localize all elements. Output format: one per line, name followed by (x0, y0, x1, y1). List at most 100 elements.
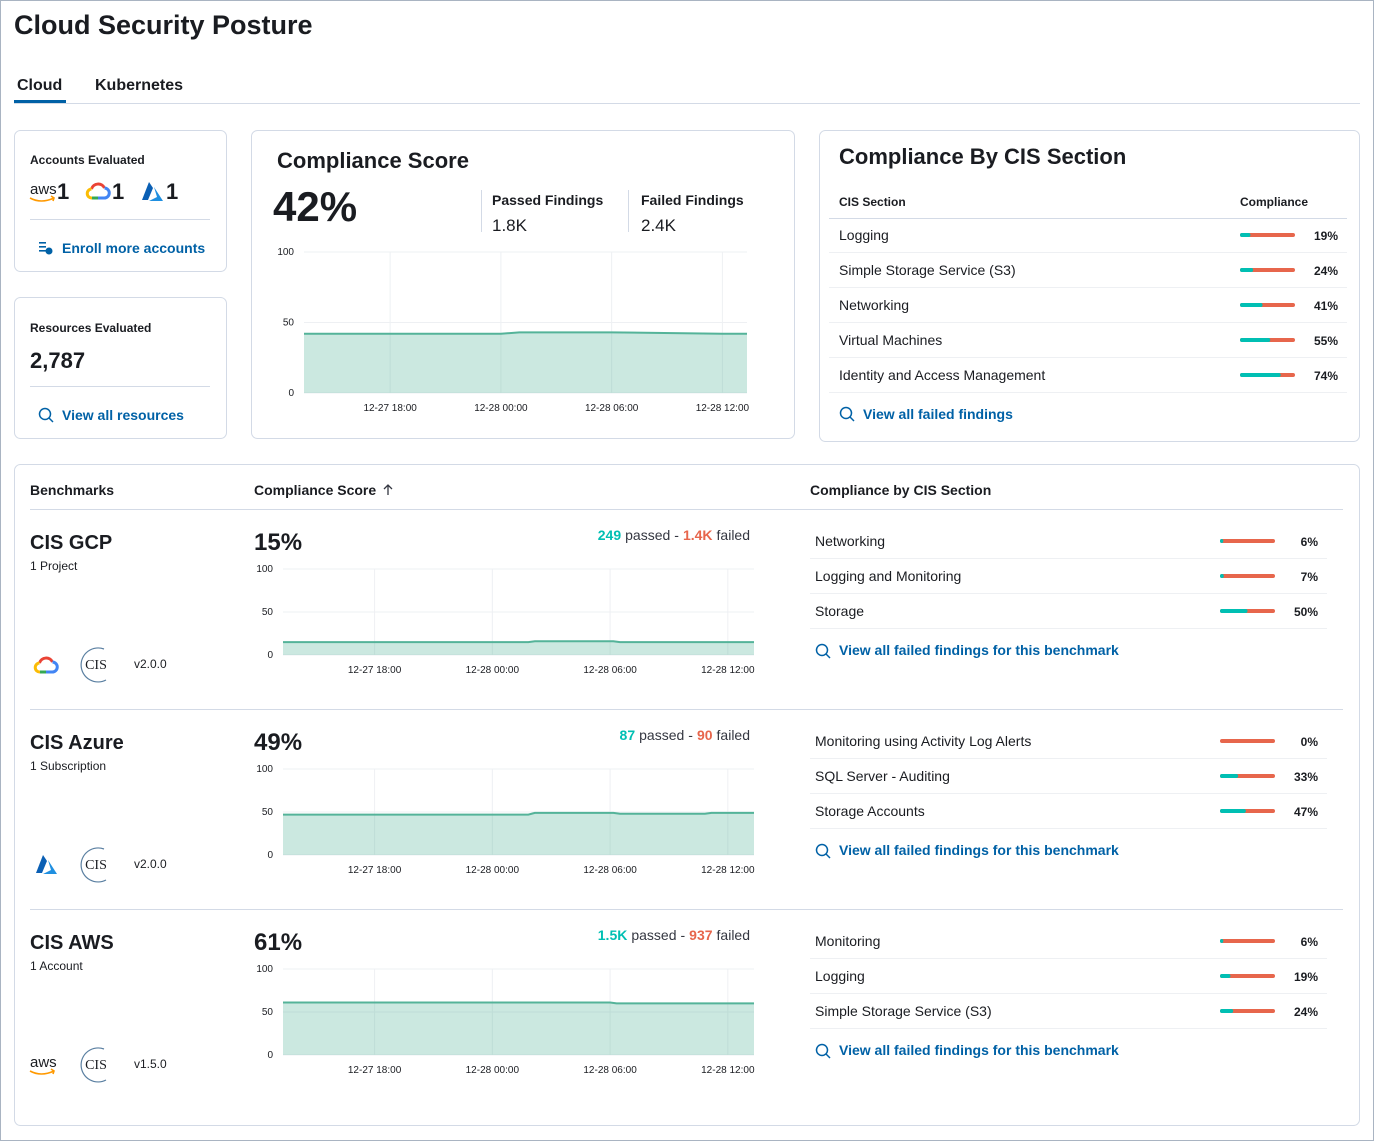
row-name: Virtual Machines (839, 332, 942, 348)
bar (1220, 809, 1246, 813)
sort-icon (383, 484, 393, 495)
icon-part (825, 1053, 831, 1059)
bar-track (1240, 268, 1295, 272)
x-tick-label: 12-28 00:00 (466, 1065, 520, 1076)
aws-logo: aws (30, 181, 57, 198)
stat-value: 2.4K (641, 216, 677, 235)
line (283, 811, 754, 816)
benchmark-scope: 1 Account (30, 959, 83, 973)
aws-logo: aws (30, 1054, 57, 1071)
findings-part: failed (717, 527, 750, 543)
icon-part (48, 417, 54, 423)
cis-badge (80, 647, 107, 683)
bar (1240, 303, 1263, 307)
icon-part (98, 186, 111, 200)
row-value: 6% (1301, 935, 1319, 949)
area (283, 641, 754, 655)
line (283, 640, 754, 644)
icon-part (38, 407, 52, 421)
findings-part: - (681, 927, 686, 943)
link[interactable]: View all failed findings for this benchm… (839, 1042, 1119, 1058)
stat-value: 1.8K (492, 216, 528, 235)
row-name: Logging (815, 968, 865, 984)
benchmark-scope: 1 Project (30, 559, 78, 573)
x-tick-label: 12-28 12:00 (701, 865, 755, 876)
row-name: Networking (815, 533, 885, 549)
findings-part: failed (717, 727, 750, 743)
search-icon (38, 407, 54, 423)
findings-part: - (688, 727, 693, 743)
icon-part (39, 246, 46, 248)
tab[interactable]: Kubernetes (95, 77, 183, 94)
tab[interactable]: Cloud (17, 77, 62, 94)
findings-part: passed (625, 527, 670, 543)
row-name: Networking (839, 297, 909, 313)
cis-badge-text: CIS (85, 858, 107, 873)
search-icon (839, 406, 855, 422)
row-value: 50% (1294, 605, 1318, 619)
bar (1240, 233, 1251, 237)
cis-badge-text: CIS (85, 658, 107, 673)
bar-track (1220, 1009, 1275, 1013)
icon-part (849, 416, 855, 422)
icon-part (39, 242, 46, 244)
aws-smile (29, 1068, 55, 1075)
bar (1220, 974, 1231, 978)
search-icon (815, 843, 831, 859)
line (304, 331, 747, 335)
bar (1220, 539, 1224, 543)
enroll-icon (39, 242, 53, 255)
y-tick-label: 0 (267, 850, 273, 861)
row-name: Simple Storage Service (S3) (815, 1003, 992, 1019)
link[interactable]: View all failed findings (863, 406, 1013, 422)
score-card (251, 130, 795, 439)
benchmark-version: v1.5.0 (134, 1057, 167, 1071)
column-header: Benchmarks (30, 482, 114, 498)
findings-part: passed (639, 727, 684, 743)
y-tick-label: 0 (267, 650, 273, 661)
findings-part: failed (717, 927, 750, 943)
x-tick-label: 12-28 12:00 (701, 1065, 755, 1076)
row-value: 6% (1301, 535, 1319, 549)
benchmark-name: CIS AWS (30, 932, 114, 954)
cis-badge-text: CIS (85, 1058, 107, 1073)
benchmark-version: v2.0.0 (134, 857, 167, 871)
row-name: Monitoring (815, 933, 880, 949)
y-tick-label: 0 (288, 388, 294, 399)
benchmark-name: CIS Azure (30, 732, 124, 754)
x-tick-label: 12-28 06:00 (585, 403, 639, 414)
cis-card (819, 130, 1360, 442)
bar (1220, 609, 1248, 613)
findings-part: 937 (689, 927, 713, 943)
icon-part (149, 187, 163, 201)
findings-part: passed (631, 927, 676, 943)
link[interactable]: View all failed findings for this benchm… (839, 842, 1119, 858)
icon-part (45, 247, 53, 255)
bar (1220, 574, 1224, 578)
y-tick-label: 50 (262, 607, 274, 618)
row-value: 7% (1301, 570, 1319, 584)
link[interactable]: View all failed findings for this benchm… (839, 642, 1119, 658)
column-header: CIS Section (839, 195, 906, 209)
link[interactable]: View all resources (62, 407, 184, 423)
y-tick-label: 100 (256, 764, 273, 775)
icon-part (46, 660, 59, 674)
link[interactable]: Enroll more accounts (62, 240, 205, 256)
benchmark-score: 49% (254, 729, 302, 756)
bar (1240, 268, 1254, 272)
column-header[interactable]: Compliance Score (254, 482, 376, 498)
page-title: Cloud Security Posture (14, 10, 313, 40)
area (283, 1002, 754, 1055)
azure-logo (142, 182, 163, 201)
row-value: 74% (1314, 369, 1338, 383)
bar (1240, 338, 1271, 342)
findings-part: 1.4K (683, 527, 713, 543)
cis-badge (80, 1047, 107, 1083)
bar-track (1220, 974, 1275, 978)
cis-badge (80, 847, 107, 883)
y-tick-label: 100 (277, 247, 294, 258)
findings-summary: 1.5K passed -937 failed (598, 927, 750, 943)
icon-part (39, 250, 46, 252)
